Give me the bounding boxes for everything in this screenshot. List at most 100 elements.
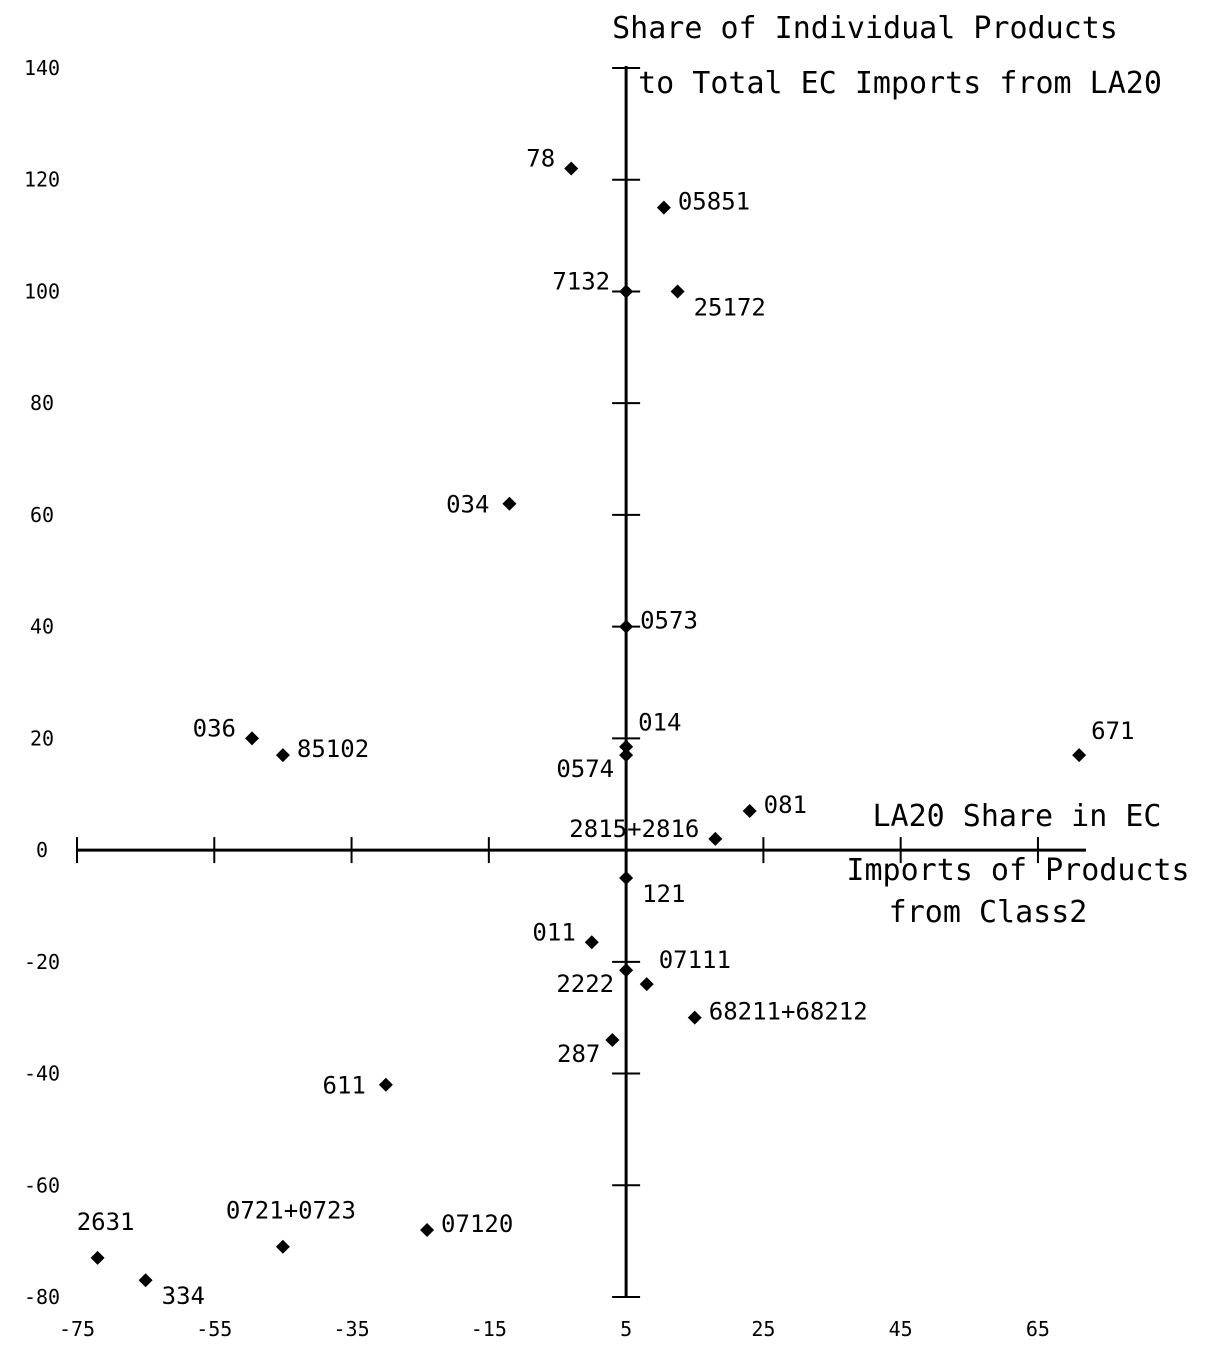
data-point-label: 014: [638, 709, 681, 737]
data-point-label: 85102: [297, 735, 369, 763]
data-point: [502, 496, 517, 511]
y-tick-label: 20: [30, 726, 54, 750]
axes-group: [76, 66, 1086, 1298]
data-point: [619, 284, 634, 299]
data-point-label: 25172: [694, 293, 766, 321]
data-point: [378, 1077, 393, 1092]
data-point-label: 036: [193, 714, 236, 742]
data-point-label: 2222: [556, 970, 614, 998]
data-point-group: 85102: [275, 735, 369, 763]
data-point: [1072, 748, 1087, 763]
x-axis-title: LA20 Share in EC: [873, 799, 1162, 834]
y-tick-label: 0: [36, 838, 48, 862]
data-point: [670, 284, 685, 299]
data-point-group: 78: [526, 145, 579, 176]
data-point-group: 25172: [670, 284, 766, 321]
data-point-group: 2631: [77, 1208, 135, 1265]
data-point: [708, 831, 723, 846]
y-tick-label: 120: [24, 168, 60, 192]
data-point: [742, 803, 757, 818]
data-point-group: 68211+68212: [687, 998, 868, 1026]
y-tick-label: -20: [24, 950, 60, 974]
data-point: [564, 161, 579, 176]
x-tick-label: 5: [620, 1317, 632, 1341]
data-point-group: 671: [1072, 717, 1134, 763]
y-tick-label: -60: [24, 1173, 60, 1197]
data-point-group: 334: [138, 1273, 205, 1310]
y-tick-label: -40: [24, 1062, 60, 1086]
data-point-label: 011: [532, 918, 575, 946]
data-point-label: 034: [446, 491, 489, 519]
data-point-label: 121: [642, 880, 685, 908]
y-axis-title: Share of Individual Products: [612, 11, 1118, 46]
data-point: [639, 977, 654, 992]
data-point-group: 034: [446, 491, 517, 519]
x-tick-label: -55: [196, 1317, 232, 1341]
x-tick-label: 25: [751, 1317, 775, 1341]
data-point: [619, 748, 634, 763]
data-point: [275, 1239, 290, 1254]
data-point-group: 07111: [639, 946, 731, 992]
y-tick-label: 60: [30, 503, 54, 527]
data-point-label: 287: [557, 1040, 600, 1068]
data-point-group: 121: [619, 871, 685, 908]
data-point-group: 611: [323, 1072, 393, 1100]
data-point-label: 0573: [640, 607, 698, 635]
data-point: [245, 731, 260, 746]
data-point-group: 014: [619, 709, 681, 754]
y-axis-title: to Total EC Imports from LA20: [638, 66, 1162, 101]
x-axis-title: from Class2: [889, 895, 1088, 930]
data-point-label: 07111: [659, 946, 731, 974]
data-point-group: 036: [193, 714, 260, 746]
data-point: [584, 935, 599, 950]
data-point-group: 011: [532, 918, 599, 950]
x-tick-label: -15: [471, 1317, 507, 1341]
data-point-label: 05851: [678, 188, 750, 216]
data-point-group: 081: [742, 791, 807, 819]
data-point-group: 07120: [420, 1210, 513, 1238]
y-tick-label: 140: [24, 56, 60, 80]
data-point-label: 2631: [77, 1208, 135, 1236]
data-point-group: 2815+2816: [569, 815, 723, 846]
data-points-group: 78 05851 7132 25172 034 0573 014 0574 036 85102 67…: [77, 145, 1135, 1311]
axis-titles-group: Share of Individual Products to Total EC …: [612, 11, 1189, 930]
data-point: [138, 1273, 153, 1288]
data-point-group: 2222: [556, 963, 634, 998]
data-point-group: 7132: [552, 267, 634, 299]
y-tick-label: 80: [30, 391, 54, 415]
data-point: [619, 619, 634, 634]
x-tick-label: -75: [59, 1317, 95, 1341]
x-tick-label: -35: [333, 1317, 369, 1341]
data-point-label: 78: [526, 145, 555, 173]
data-point-label: 611: [323, 1072, 366, 1100]
data-point-group: 0573: [619, 607, 698, 635]
x-tick-label: 65: [1026, 1317, 1050, 1341]
data-point: [619, 871, 634, 886]
data-point-label: 334: [162, 1282, 205, 1310]
data-point: [275, 748, 290, 763]
y-tick-label: 100: [24, 279, 60, 303]
data-point-label: 68211+68212: [709, 998, 868, 1026]
data-point-label: 0721+0723: [226, 1197, 356, 1225]
data-point-label: 7132: [552, 267, 610, 295]
data-point-group: 0721+0723: [226, 1197, 356, 1254]
x-axis-title: Imports of Products: [846, 853, 1189, 888]
data-point: [619, 963, 634, 978]
data-point-label: 0574: [556, 755, 614, 783]
data-point-group: 287: [557, 1033, 620, 1068]
data-point: [420, 1222, 435, 1237]
data-point: [90, 1250, 105, 1265]
y-tick-label: 40: [30, 615, 54, 639]
data-point-label: 07120: [441, 1210, 513, 1238]
data-point: [687, 1010, 702, 1025]
data-point-label: 2815+2816: [569, 815, 699, 843]
tick-labels-group: 140 120 100 80 60 40 20 0 -20 -40 -60 -80 -75 -55 -35 -…: [24, 56, 1050, 1341]
x-tick-label: 45: [889, 1317, 913, 1341]
data-point-label: 671: [1091, 717, 1134, 745]
y-tick-label: -80: [24, 1285, 60, 1309]
data-point-group: 05851: [656, 188, 750, 216]
data-point-label: 081: [764, 791, 807, 819]
data-point: [619, 739, 634, 754]
